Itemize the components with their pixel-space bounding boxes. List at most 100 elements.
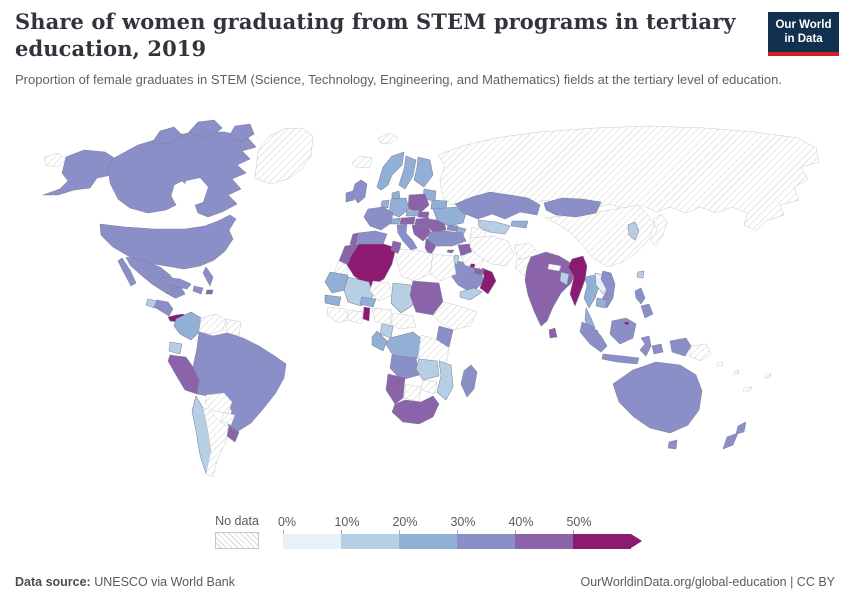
country-kenya[interactable]	[435, 325, 454, 348]
owid-logo[interactable]: Our World in Data	[768, 12, 839, 56]
country-mexico-yucatan[interactable]	[169, 286, 186, 299]
country-puerto-rico[interactable]	[205, 289, 214, 295]
country-kyrgyzstan[interactable]	[510, 220, 529, 229]
country-sri-lanka[interactable]	[548, 327, 558, 339]
country-bangladesh[interactable]	[559, 271, 570, 286]
country-usa-alaska[interactable]	[42, 149, 115, 196]
legend-swatch-0-10[interactable]	[283, 534, 341, 549]
country-brunei[interactable]	[623, 321, 630, 326]
country-oman[interactable]	[479, 267, 497, 295]
country-italy[interactable]	[396, 223, 418, 251]
country-australia[interactable]	[612, 361, 703, 434]
country-burkina-faso[interactable]	[359, 296, 377, 308]
country-indonesia-lesser-sunda[interactable]	[651, 343, 664, 355]
country-new-caledonia[interactable]	[742, 386, 753, 392]
country-myanmar[interactable]	[567, 255, 588, 307]
country-niger[interactable]	[369, 280, 394, 302]
country-czechia[interactable]	[405, 209, 420, 217]
country-namibia[interactable]	[385, 373, 406, 405]
credit-line[interactable]: OurWorldinData.org/global-education | CC…	[580, 575, 835, 589]
legend-swatch-10-20[interactable]	[341, 534, 399, 549]
country-ireland[interactable]	[345, 190, 355, 203]
country-egypt[interactable]	[429, 253, 457, 282]
country-svalbard[interactable]	[377, 132, 399, 145]
country-iceland[interactable]	[351, 155, 373, 169]
country-australia-tasmania[interactable]	[667, 439, 678, 450]
country-papua-new-guinea[interactable]	[688, 343, 712, 362]
country-taiwan[interactable]	[636, 270, 645, 279]
country-denmark[interactable]	[391, 190, 401, 200]
legend-swatch-40-50[interactable]	[515, 534, 573, 549]
country-benin[interactable]	[362, 306, 371, 322]
country-zimbabwe[interactable]	[420, 379, 438, 395]
country-chad[interactable]	[390, 282, 414, 314]
legend-no-data-swatch[interactable]	[215, 532, 259, 549]
country-indonesia-papua[interactable]	[669, 337, 692, 357]
country-indonesia-borneo[interactable]	[609, 317, 637, 345]
country-south-africa[interactable]	[391, 395, 440, 425]
country-switzerland[interactable]	[390, 217, 401, 225]
country-russia-chukotka[interactable]	[43, 152, 67, 168]
country-cuba[interactable]	[158, 276, 192, 290]
country-indonesia-java[interactable]	[601, 353, 640, 365]
country-philippines-north[interactable]	[634, 287, 646, 305]
country-ukraine[interactable]	[432, 206, 467, 227]
country-zambia[interactable]	[415, 358, 440, 381]
country-cyprus[interactable]	[446, 249, 455, 254]
country-argentina[interactable]	[202, 407, 230, 478]
legend-swatch-50-plus[interactable]	[573, 534, 631, 549]
country-ghana[interactable]	[347, 309, 364, 325]
country-mexico-baja[interactable]	[117, 257, 137, 287]
country-china[interactable]	[544, 204, 655, 268]
country-uruguay[interactable]	[226, 425, 240, 443]
country-nepal[interactable]	[547, 263, 562, 272]
country-hispaniola[interactable]	[192, 285, 204, 295]
country-uk[interactable]	[351, 179, 368, 204]
legend-swatch-20-30[interactable]	[399, 534, 457, 549]
country-canada-arctic-2[interactable]	[187, 119, 223, 139]
country-finland[interactable]	[413, 156, 434, 188]
country-horn-of-africa[interactable]	[432, 301, 478, 331]
country-canada[interactable]	[107, 131, 257, 218]
country-poland[interactable]	[407, 193, 430, 213]
country-india[interactable]	[524, 251, 577, 327]
country-qatar[interactable]	[469, 263, 476, 269]
country-norway[interactable]	[376, 151, 405, 191]
country-bolivia[interactable]	[204, 392, 233, 414]
country-colombia[interactable]	[173, 311, 202, 341]
country-madagascar[interactable]	[460, 364, 478, 398]
country-venezuela[interactable]	[198, 313, 227, 335]
country-honduras[interactable]	[153, 299, 174, 317]
country-new-zealand-north[interactable]	[735, 421, 747, 435]
legend-no-data[interactable]: No data	[215, 514, 259, 549]
country-canada-arctic-1[interactable]	[151, 126, 183, 145]
country-philippines-south[interactable]	[640, 303, 654, 319]
country-libya[interactable]	[395, 248, 434, 282]
country-angola[interactable]	[389, 354, 420, 381]
country-mozambique[interactable]	[436, 360, 454, 401]
country-balkans[interactable]	[411, 224, 432, 242]
country-austria[interactable]	[399, 216, 416, 225]
country-peru[interactable]	[167, 354, 200, 395]
country-vietnam[interactable]	[600, 270, 616, 309]
country-france[interactable]	[363, 206, 394, 231]
country-central-african-republic[interactable]	[390, 312, 417, 330]
country-ecuador[interactable]	[168, 341, 183, 355]
country-laos[interactable]	[594, 272, 610, 295]
country-turkey[interactable]	[427, 230, 467, 247]
country-guianas[interactable]	[225, 318, 242, 337]
country-usa[interactable]	[99, 214, 237, 270]
country-indonesia-sulawesi[interactable]	[639, 335, 652, 357]
country-canada-arctic-3[interactable]	[227, 123, 255, 143]
country-new-zealand-south[interactable]	[722, 432, 739, 450]
country-georgia[interactable]	[446, 224, 459, 232]
country-mongolia[interactable]	[543, 197, 602, 218]
country-guinea[interactable]	[326, 306, 351, 324]
country-yemen[interactable]	[459, 287, 483, 301]
country-mauritania[interactable]	[324, 271, 349, 294]
country-kazakhstan[interactable]	[454, 191, 541, 220]
country-cambodia[interactable]	[595, 297, 608, 309]
country-iran[interactable]	[469, 235, 515, 267]
country-solomon-islands[interactable]	[716, 361, 724, 367]
country-korea[interactable]	[627, 221, 640, 241]
